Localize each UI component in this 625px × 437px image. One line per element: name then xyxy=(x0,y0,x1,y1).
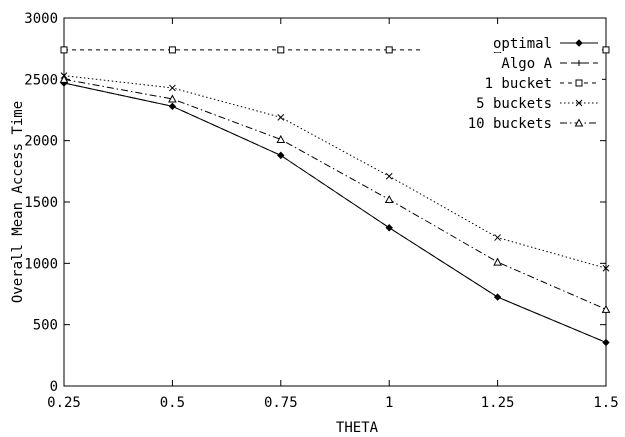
x-tick-label: 0.25 xyxy=(47,395,81,411)
data-point xyxy=(276,134,286,143)
y-tick-label: 2500 xyxy=(24,72,58,88)
data-point xyxy=(277,46,285,54)
legend-label: 1 bucket xyxy=(485,76,552,92)
legend-entry-bg xyxy=(420,53,602,72)
data-point xyxy=(385,172,393,180)
x-axis-label: THETA xyxy=(336,420,379,436)
legend-entry-bg xyxy=(420,73,602,92)
legend-entry-bg xyxy=(420,33,602,52)
data-point xyxy=(384,194,394,204)
x-tick-label: 0.5 xyxy=(160,395,185,411)
legend-entry-bg xyxy=(420,113,602,132)
data-point xyxy=(386,224,393,231)
x-tick-label: 0.75 xyxy=(264,395,298,411)
legend-label: 5 buckets xyxy=(476,96,552,112)
series-line xyxy=(63,75,607,269)
y-tick-label: 1000 xyxy=(24,256,58,272)
data-point xyxy=(601,304,611,313)
data-point xyxy=(59,74,69,83)
y-tick-label: 2000 xyxy=(24,134,58,150)
x-tick-label: 1.5 xyxy=(593,395,618,411)
x-tick-label: 1.25 xyxy=(481,395,515,411)
data-point xyxy=(168,46,176,54)
data-point xyxy=(576,60,582,66)
data-point xyxy=(169,84,176,92)
data-point xyxy=(494,234,501,241)
data-point xyxy=(602,264,610,272)
data-point xyxy=(575,99,583,107)
data-point xyxy=(574,118,584,127)
y-tick-label: 3000 xyxy=(24,11,58,27)
y-axis-label: Overall Mean Access Time xyxy=(10,101,26,303)
data-point xyxy=(493,257,502,266)
y-tick-label: 1500 xyxy=(24,195,58,211)
x-tick-label: 1 xyxy=(385,395,393,411)
legend-label: optimal xyxy=(493,36,552,52)
series-line xyxy=(63,82,607,343)
data-point xyxy=(385,46,393,54)
data-point xyxy=(277,152,284,159)
y-tick-label: 500 xyxy=(33,318,58,334)
data-point xyxy=(603,339,609,346)
y-axis-ticks: 0 500 1000 1500 2000 2500 3000 xyxy=(24,11,606,395)
data-point xyxy=(60,46,68,54)
series-line xyxy=(63,78,607,310)
y-tick-label: 0 xyxy=(50,379,58,395)
series-algo-a xyxy=(61,80,609,346)
x-axis-ticks: 0.25 0.5 0.75 1 1.25 1.5 xyxy=(47,18,619,411)
data-point xyxy=(494,294,501,301)
data-point xyxy=(168,94,177,103)
data-point xyxy=(575,79,583,87)
legend-entry-bg xyxy=(420,93,602,112)
legend-label: Algo A xyxy=(501,56,552,72)
data-point xyxy=(277,114,285,121)
data-point xyxy=(602,46,610,54)
data-point xyxy=(575,39,583,47)
legend: optimal Algo A 1 bucket 5 buckets 10 buckets xyxy=(420,33,602,132)
data-point xyxy=(169,103,176,110)
legend-label: 10 buckets xyxy=(468,116,552,132)
series-10-buckets xyxy=(59,74,611,313)
